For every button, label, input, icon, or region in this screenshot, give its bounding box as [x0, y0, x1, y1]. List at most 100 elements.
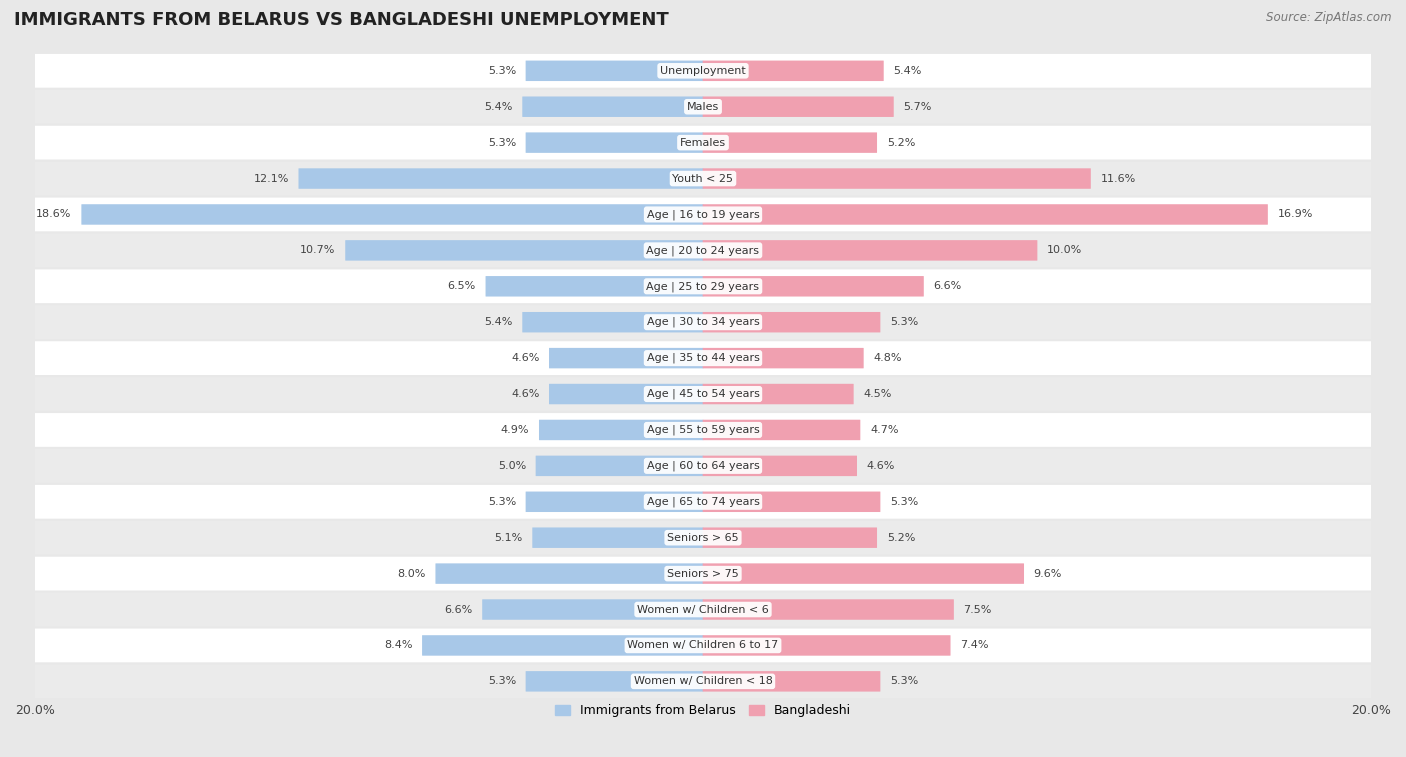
Text: 10.0%: 10.0%: [1047, 245, 1083, 255]
FancyBboxPatch shape: [703, 563, 1024, 584]
Text: 6.5%: 6.5%: [447, 282, 475, 291]
FancyBboxPatch shape: [346, 240, 703, 260]
Legend: Immigrants from Belarus, Bangladeshi: Immigrants from Belarus, Bangladeshi: [550, 699, 856, 722]
FancyBboxPatch shape: [34, 305, 1372, 339]
FancyBboxPatch shape: [703, 419, 860, 440]
FancyBboxPatch shape: [34, 628, 1372, 662]
Text: Age | 16 to 19 years: Age | 16 to 19 years: [647, 209, 759, 220]
FancyBboxPatch shape: [703, 204, 1268, 225]
Text: 5.4%: 5.4%: [484, 101, 513, 112]
Text: 5.3%: 5.3%: [488, 676, 516, 687]
FancyBboxPatch shape: [533, 528, 703, 548]
Text: 8.0%: 8.0%: [398, 569, 426, 578]
Text: Unemployment: Unemployment: [661, 66, 745, 76]
FancyBboxPatch shape: [298, 168, 703, 188]
Text: Women w/ Children < 6: Women w/ Children < 6: [637, 605, 769, 615]
FancyBboxPatch shape: [548, 348, 703, 369]
Text: Women w/ Children < 18: Women w/ Children < 18: [634, 676, 772, 687]
Text: IMMIGRANTS FROM BELARUS VS BANGLADESHI UNEMPLOYMENT: IMMIGRANTS FROM BELARUS VS BANGLADESHI U…: [14, 11, 669, 30]
Text: 5.0%: 5.0%: [498, 461, 526, 471]
Text: Age | 65 to 74 years: Age | 65 to 74 years: [647, 497, 759, 507]
FancyBboxPatch shape: [526, 61, 703, 81]
Text: 5.2%: 5.2%: [887, 533, 915, 543]
FancyBboxPatch shape: [482, 600, 703, 620]
Text: 8.4%: 8.4%: [384, 640, 412, 650]
FancyBboxPatch shape: [34, 126, 1372, 160]
Text: Age | 20 to 24 years: Age | 20 to 24 years: [647, 245, 759, 256]
Text: Age | 55 to 59 years: Age | 55 to 59 years: [647, 425, 759, 435]
FancyBboxPatch shape: [548, 384, 703, 404]
Text: 18.6%: 18.6%: [37, 210, 72, 220]
Text: 5.4%: 5.4%: [484, 317, 513, 327]
FancyBboxPatch shape: [34, 521, 1372, 555]
Text: Age | 45 to 54 years: Age | 45 to 54 years: [647, 389, 759, 399]
Text: Age | 25 to 29 years: Age | 25 to 29 years: [647, 281, 759, 291]
FancyBboxPatch shape: [703, 96, 894, 117]
Text: 5.3%: 5.3%: [488, 497, 516, 506]
Text: Age | 35 to 44 years: Age | 35 to 44 years: [647, 353, 759, 363]
Text: 5.7%: 5.7%: [904, 101, 932, 112]
FancyBboxPatch shape: [703, 132, 877, 153]
Text: 12.1%: 12.1%: [253, 173, 288, 183]
FancyBboxPatch shape: [703, 456, 858, 476]
FancyBboxPatch shape: [703, 384, 853, 404]
Text: 6.6%: 6.6%: [444, 605, 472, 615]
FancyBboxPatch shape: [82, 204, 703, 225]
Text: 5.3%: 5.3%: [890, 317, 918, 327]
FancyBboxPatch shape: [34, 665, 1372, 698]
Text: Source: ZipAtlas.com: Source: ZipAtlas.com: [1267, 11, 1392, 24]
Text: 9.6%: 9.6%: [1033, 569, 1062, 578]
FancyBboxPatch shape: [703, 491, 880, 512]
FancyBboxPatch shape: [34, 413, 1372, 447]
Text: 4.5%: 4.5%: [863, 389, 891, 399]
FancyBboxPatch shape: [34, 90, 1372, 123]
Text: Seniors > 65: Seniors > 65: [668, 533, 738, 543]
FancyBboxPatch shape: [536, 456, 703, 476]
FancyBboxPatch shape: [703, 240, 1038, 260]
Text: 16.9%: 16.9%: [1278, 210, 1313, 220]
FancyBboxPatch shape: [34, 54, 1372, 88]
FancyBboxPatch shape: [422, 635, 703, 656]
FancyBboxPatch shape: [436, 563, 703, 584]
Text: 5.3%: 5.3%: [488, 66, 516, 76]
FancyBboxPatch shape: [526, 491, 703, 512]
FancyBboxPatch shape: [34, 269, 1372, 303]
FancyBboxPatch shape: [703, 671, 880, 692]
FancyBboxPatch shape: [703, 528, 877, 548]
Text: 7.4%: 7.4%: [960, 640, 988, 650]
Text: 4.8%: 4.8%: [873, 353, 901, 363]
FancyBboxPatch shape: [703, 168, 1091, 188]
Text: 4.6%: 4.6%: [510, 389, 540, 399]
FancyBboxPatch shape: [34, 556, 1372, 590]
FancyBboxPatch shape: [526, 671, 703, 692]
Text: Age | 60 to 64 years: Age | 60 to 64 years: [647, 460, 759, 471]
Text: 4.6%: 4.6%: [866, 461, 896, 471]
Text: 7.5%: 7.5%: [963, 605, 991, 615]
FancyBboxPatch shape: [34, 162, 1372, 195]
Text: 5.3%: 5.3%: [890, 676, 918, 687]
FancyBboxPatch shape: [526, 132, 703, 153]
Text: Seniors > 75: Seniors > 75: [666, 569, 740, 578]
Text: Males: Males: [688, 101, 718, 112]
FancyBboxPatch shape: [538, 419, 703, 440]
FancyBboxPatch shape: [34, 485, 1372, 519]
Text: 4.6%: 4.6%: [510, 353, 540, 363]
FancyBboxPatch shape: [34, 449, 1372, 483]
Text: 5.3%: 5.3%: [890, 497, 918, 506]
Text: 5.1%: 5.1%: [495, 533, 523, 543]
FancyBboxPatch shape: [34, 593, 1372, 626]
Text: Females: Females: [681, 138, 725, 148]
FancyBboxPatch shape: [703, 635, 950, 656]
FancyBboxPatch shape: [703, 61, 884, 81]
Text: 5.4%: 5.4%: [893, 66, 922, 76]
Text: Youth < 25: Youth < 25: [672, 173, 734, 183]
Text: 4.7%: 4.7%: [870, 425, 898, 435]
Text: 5.2%: 5.2%: [887, 138, 915, 148]
FancyBboxPatch shape: [703, 312, 880, 332]
FancyBboxPatch shape: [485, 276, 703, 297]
Text: 4.9%: 4.9%: [501, 425, 529, 435]
Text: Age | 30 to 34 years: Age | 30 to 34 years: [647, 317, 759, 328]
FancyBboxPatch shape: [34, 233, 1372, 267]
FancyBboxPatch shape: [34, 341, 1372, 375]
FancyBboxPatch shape: [522, 312, 703, 332]
